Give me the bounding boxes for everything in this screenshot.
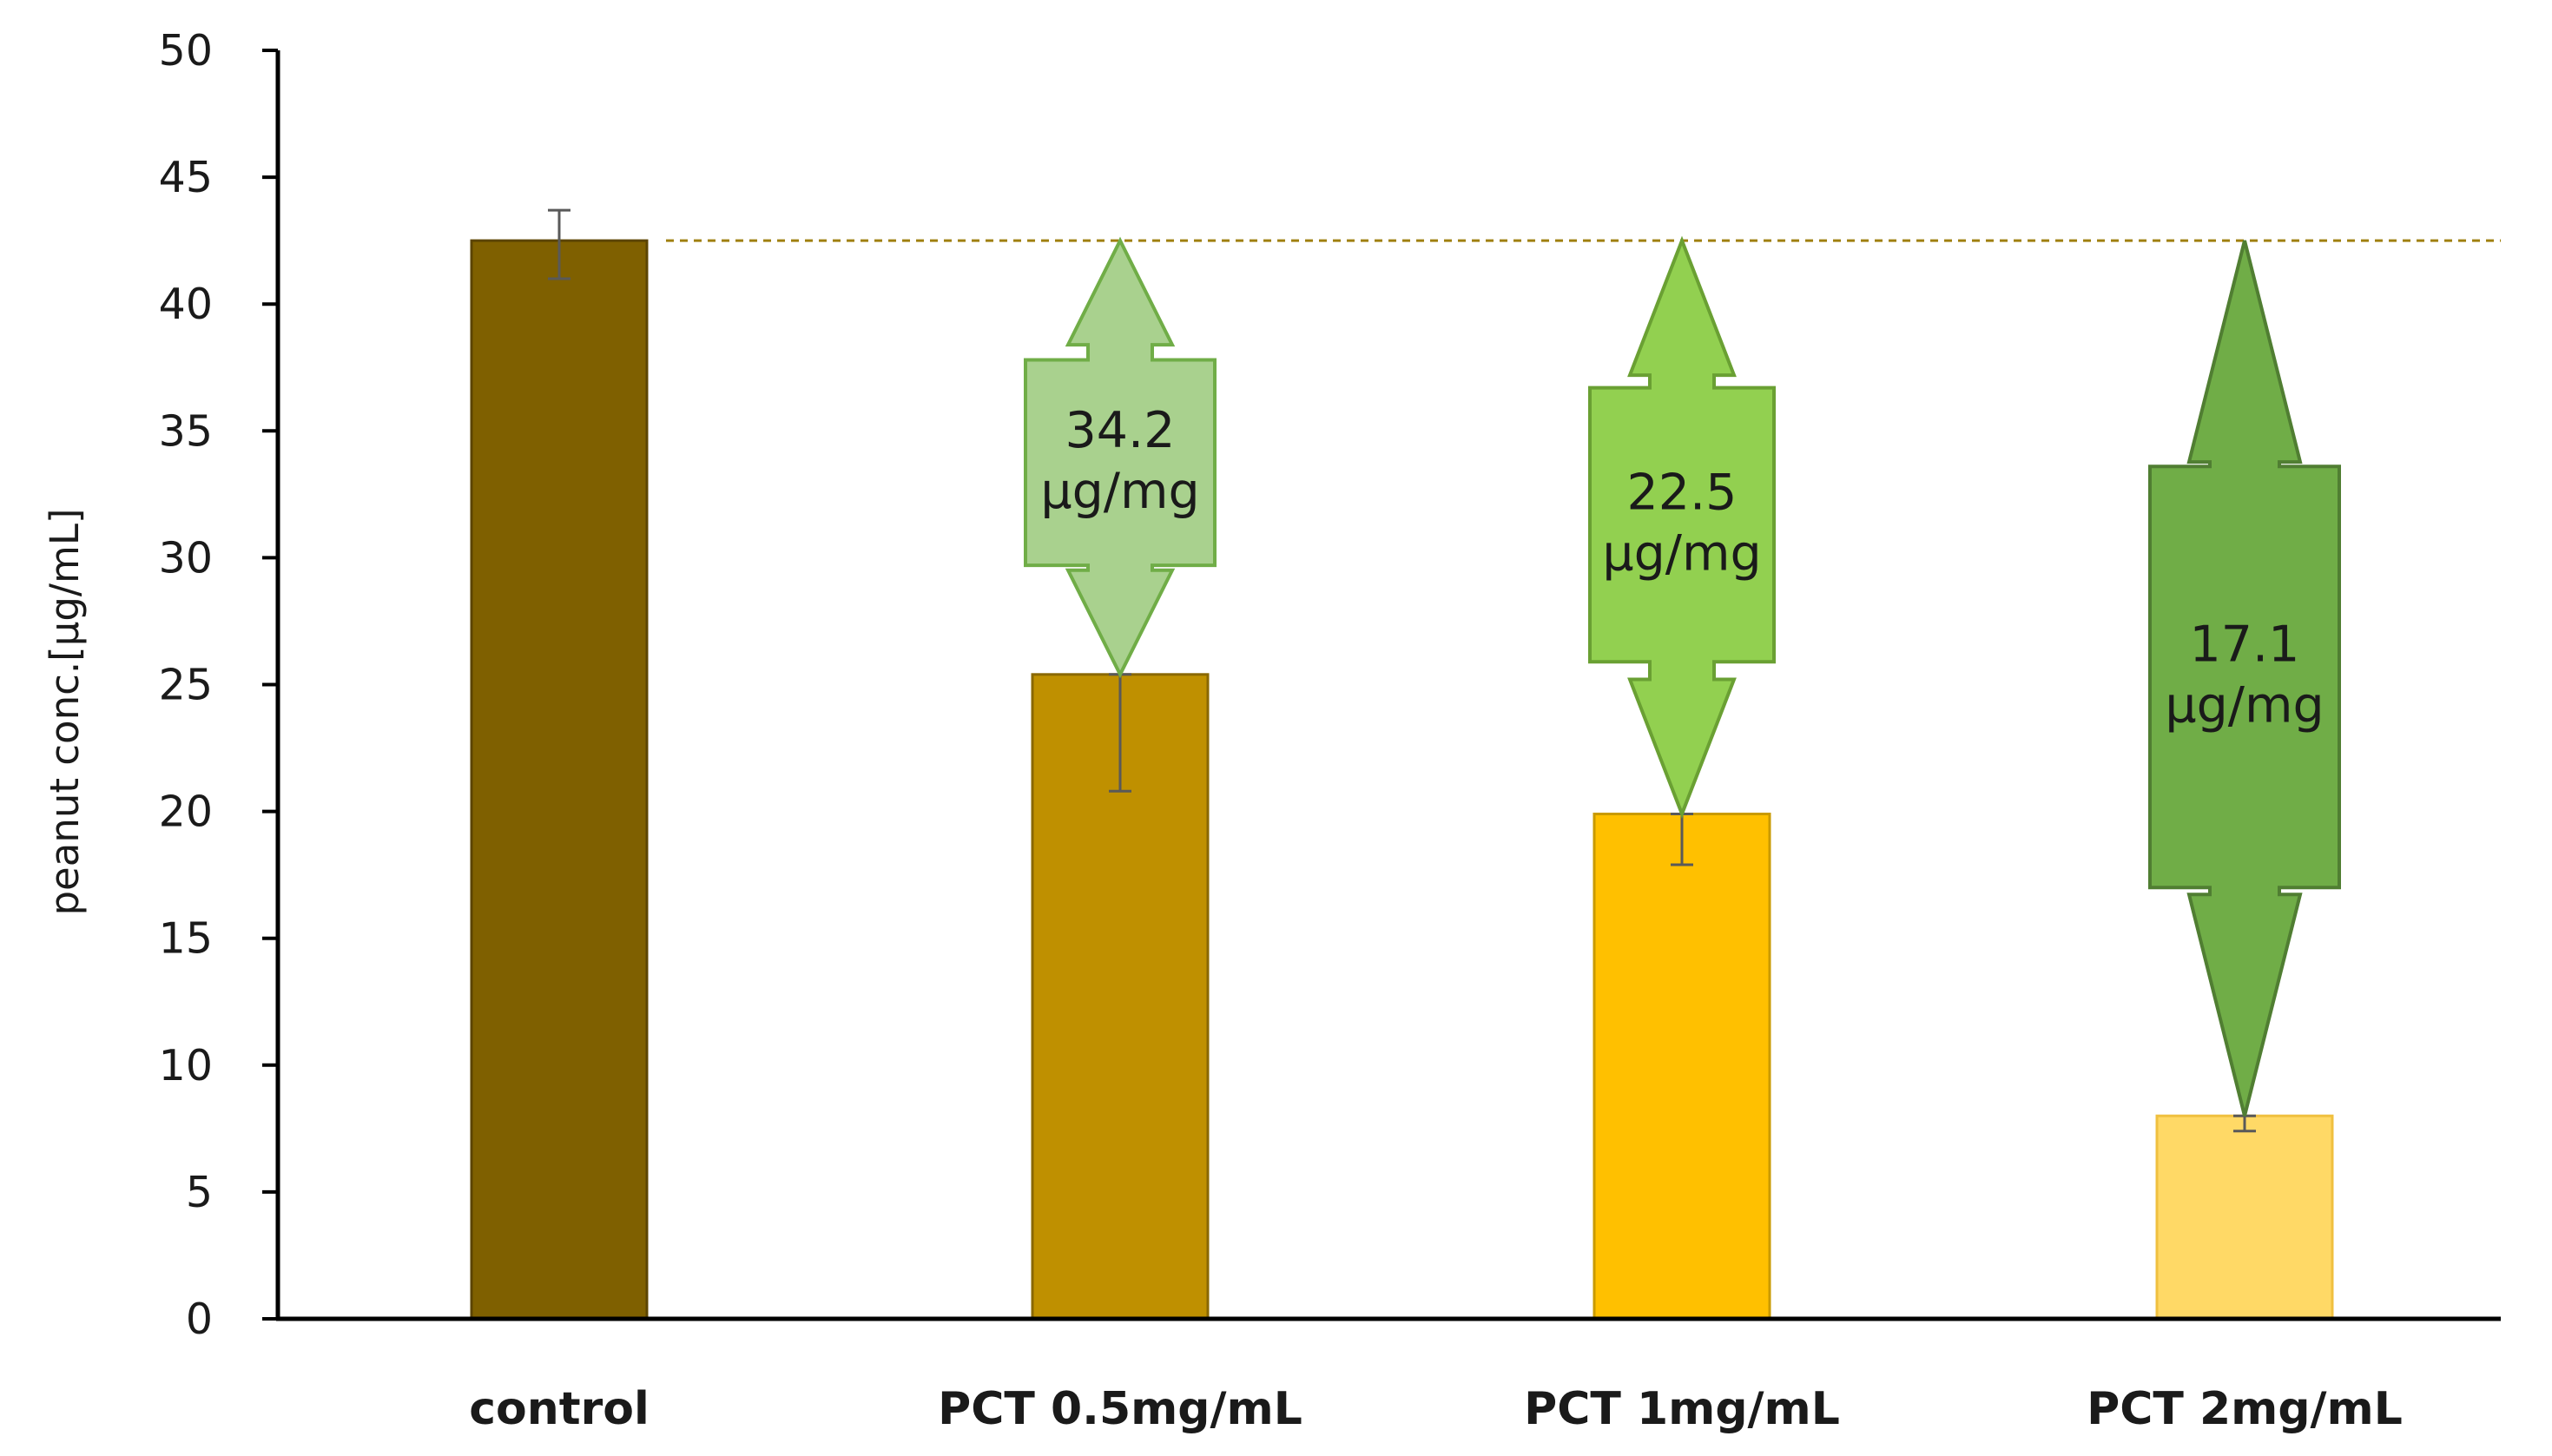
y-tick-label-6: 30 [159, 533, 213, 583]
y-tick-label-10: 50 [159, 26, 213, 76]
reduction-arrow-2 [2148, 240, 2341, 1117]
y-tick-label-4: 20 [159, 787, 213, 837]
reduction-value-1: 22.5 [1627, 464, 1738, 521]
y-tick-label-7: 35 [159, 406, 213, 456]
y-tick-label-0: 0 [186, 1295, 213, 1344]
bar-0 [470, 239, 649, 1321]
x-category-label-2: PCT 1mg/mL [1524, 1383, 1840, 1435]
reduction-arrow-1 [1588, 235, 1776, 820]
bar-3 [2155, 1114, 2334, 1321]
reduction-value-0: 34.2 [1065, 402, 1176, 459]
reduction-arrow-0 [1024, 236, 1217, 679]
y-tick-label-2: 10 [159, 1041, 213, 1090]
y-tick-label-9: 45 [159, 153, 213, 202]
y-tick-label-3: 15 [159, 914, 213, 964]
reduction-unit-2: µg/mg [2165, 677, 2324, 735]
x-category-label-1: PCT 0.5mg/mL [938, 1383, 1302, 1435]
bar-2 [1593, 813, 1771, 1321]
y-tick-label-1: 5 [186, 1168, 213, 1217]
reduction-value-2: 17.1 [2190, 616, 2300, 674]
reduction-unit-0: µg/mg [1040, 463, 1199, 520]
x-category-label-3: PCT 2mg/mL [2087, 1383, 2403, 1435]
y-axis-label: peanut conc.[µg/mL] [42, 508, 88, 915]
y-tick-label-5: 25 [159, 661, 213, 710]
reduction-unit-1: µg/mg [1602, 524, 1761, 582]
y-tick-label-8: 40 [159, 280, 213, 329]
x-category-label-0: control [469, 1383, 650, 1435]
